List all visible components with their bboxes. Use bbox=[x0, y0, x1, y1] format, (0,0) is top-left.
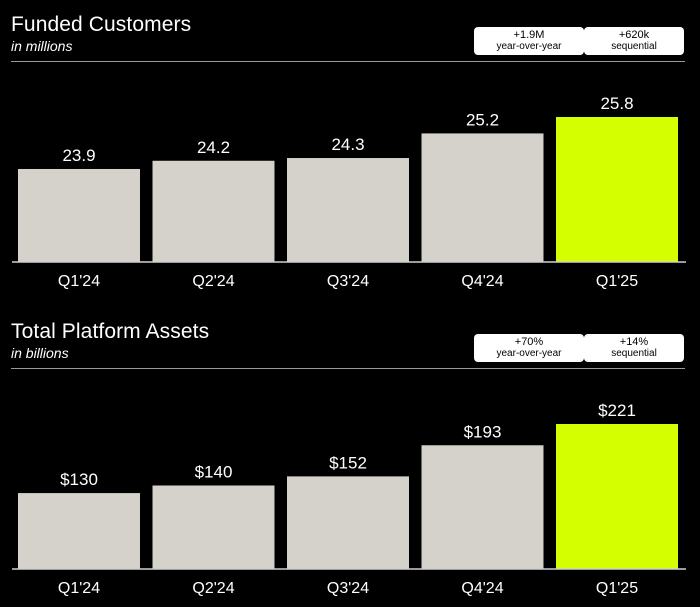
value-label: $152 bbox=[329, 453, 367, 472]
category-label: Q4'24 bbox=[461, 273, 503, 290]
category-label: Q4'24 bbox=[461, 580, 503, 597]
category-label: Q1'25 bbox=[596, 580, 638, 597]
category-label: Q3'24 bbox=[327, 580, 369, 597]
bar-Q3'24 bbox=[287, 476, 409, 569]
yoy-badge-value: +70% bbox=[514, 336, 544, 348]
value-label: 24.3 bbox=[331, 135, 364, 154]
bar-Q2'24 bbox=[152, 485, 275, 569]
total-platform-assets-panel: Total Platform Assets in billions +70% y… bbox=[0, 307, 700, 607]
yoy-badge: +70% year-over-year bbox=[474, 334, 584, 362]
total-platform-assets-bar-chart: $130 Q1'24 $140 Q2'24 $152 Q3'24 $193 Q4'24 $221… bbox=[12, 401, 686, 597]
chart-title: Funded Customers bbox=[11, 13, 192, 36]
value-label: $193 bbox=[464, 422, 502, 441]
sequential-badge-label: sequential bbox=[611, 348, 657, 359]
value-label: 25.2 bbox=[466, 110, 499, 129]
category-label: Q3'24 bbox=[327, 273, 369, 290]
value-label: 25.8 bbox=[600, 94, 633, 113]
chart-title: Total Platform Assets bbox=[11, 320, 210, 343]
value-label: $221 bbox=[598, 401, 636, 420]
value-label: $140 bbox=[195, 462, 233, 481]
value-label: 23.9 bbox=[62, 146, 95, 165]
sequential-badge: +620k sequential bbox=[584, 27, 684, 55]
bar-Q3'24 bbox=[287, 158, 409, 262]
category-label: Q1'24 bbox=[58, 273, 100, 290]
category-label: Q2'24 bbox=[192, 273, 234, 290]
category-label: Q1'24 bbox=[58, 580, 100, 597]
title-divider bbox=[11, 61, 685, 62]
yoy-badge-label: year-over-year bbox=[496, 41, 562, 52]
category-label: Q2'24 bbox=[192, 580, 234, 597]
sequential-badge-label: sequential bbox=[611, 41, 657, 52]
funded-customers-panel: Funded Customers in millions +1.9M year-… bbox=[0, 0, 700, 300]
bar-Q1'25 bbox=[556, 117, 678, 262]
title-divider bbox=[11, 368, 685, 369]
bar-Q4'24 bbox=[421, 445, 544, 569]
yoy-badge-value: +1.9M bbox=[513, 29, 545, 41]
bar-Q1'25 bbox=[556, 424, 678, 569]
category-label: Q1'25 bbox=[596, 273, 638, 290]
sequential-badge-value: +14% bbox=[619, 336, 649, 348]
yoy-badge: +1.9M year-over-year bbox=[474, 27, 584, 55]
value-label: 24.2 bbox=[197, 138, 230, 157]
yoy-badge-label: year-over-year bbox=[496, 348, 562, 359]
bar-Q4'24 bbox=[421, 133, 544, 262]
bar-Q1'24 bbox=[18, 168, 140, 262]
sequential-badge: +14% sequential bbox=[584, 334, 684, 362]
funded-customers-bar-chart: 23.9 Q1'24 24.2 Q2'24 24.3 Q3'24 25.2 Q4'24 25.8… bbox=[12, 94, 686, 290]
sequential-badge-value: +620k bbox=[618, 29, 650, 41]
value-label: $130 bbox=[60, 470, 98, 489]
bar-Q2'24 bbox=[152, 160, 275, 262]
chart-subtitle: in millions bbox=[11, 38, 73, 54]
chart-subtitle: in billions bbox=[11, 345, 69, 361]
bar-Q1'24 bbox=[18, 493, 140, 569]
